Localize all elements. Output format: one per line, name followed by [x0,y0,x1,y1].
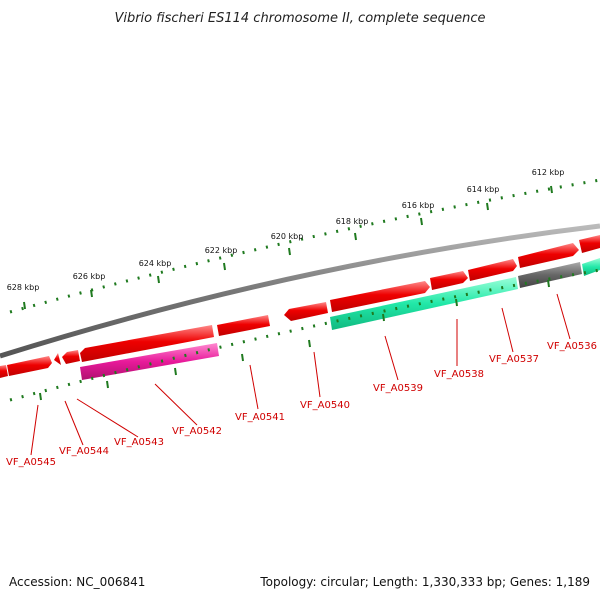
scale-label: 616 kbp [402,201,435,210]
gene-arrow[interactable] [62,350,80,364]
gene-arrow[interactable] [330,281,430,312]
reverse-strand-genes [80,258,600,380]
scale-label: 628 kbp [7,283,40,292]
gene-arrow[interactable] [54,353,61,365]
scale-labels: 612 kbp 614 kbp 616 kbp 618 kbp 620 kbp … [7,168,565,292]
gene-label[interactable]: VF_A0542 [172,426,222,437]
outer-scale-track [9,178,600,314]
gene-label[interactable]: VF_A0537 [489,354,539,365]
scale-label: 614 kbp [467,185,500,194]
scale-label: 624 kbp [139,259,172,268]
gene-arrow[interactable] [579,235,600,253]
inner-scale-track [9,268,600,402]
gene-bar[interactable] [582,258,600,276]
gene-arrow[interactable] [7,356,52,376]
gene-label[interactable]: VF_A0544 [59,446,109,457]
gene-arrow[interactable] [518,243,579,268]
gene-leader-lines [30,293,571,456]
gene-label[interactable]: VF_A0545 [6,457,56,468]
map-title: Vibrio fischeri ES114 chromosome II, com… [114,11,485,26]
chromosome-backbone [0,223,600,359]
gene-bar[interactable] [80,343,219,380]
gene-label[interactable]: VF_A0541 [235,412,285,423]
gene-label[interactable]: VF_A0540 [300,400,350,411]
scale-label: 626 kbp [73,272,106,281]
gene-arrow[interactable] [0,365,8,378]
gene-labels: VF_A0536 VF_A0537 VF_A0538 VF_A0539 VF_A… [6,341,597,468]
gene-label[interactable]: VF_A0536 [547,341,597,352]
gene-label[interactable]: VF_A0543 [114,437,164,448]
scale-label: 618 kbp [336,217,369,226]
gene-arrow[interactable] [430,271,468,290]
scale-label: 620 kbp [271,232,304,241]
gene-arrow[interactable] [80,325,214,362]
accession-text: Accession: NC_006841 [9,575,145,589]
gene-label[interactable]: VF_A0539 [373,383,423,394]
gene-arrow[interactable] [217,315,270,336]
gene-bar[interactable] [518,262,582,288]
gene-bar[interactable] [330,277,518,330]
forward-strand-genes [0,235,600,378]
gene-label[interactable]: VF_A0538 [434,369,484,380]
gene-arrow[interactable] [468,259,517,281]
topology-text: Topology: circular; Length: 1,330,333 bp… [259,575,590,589]
scale-label: 622 kbp [205,246,238,255]
gene-arrow[interactable] [284,302,328,321]
scale-label: 612 kbp [532,168,565,177]
